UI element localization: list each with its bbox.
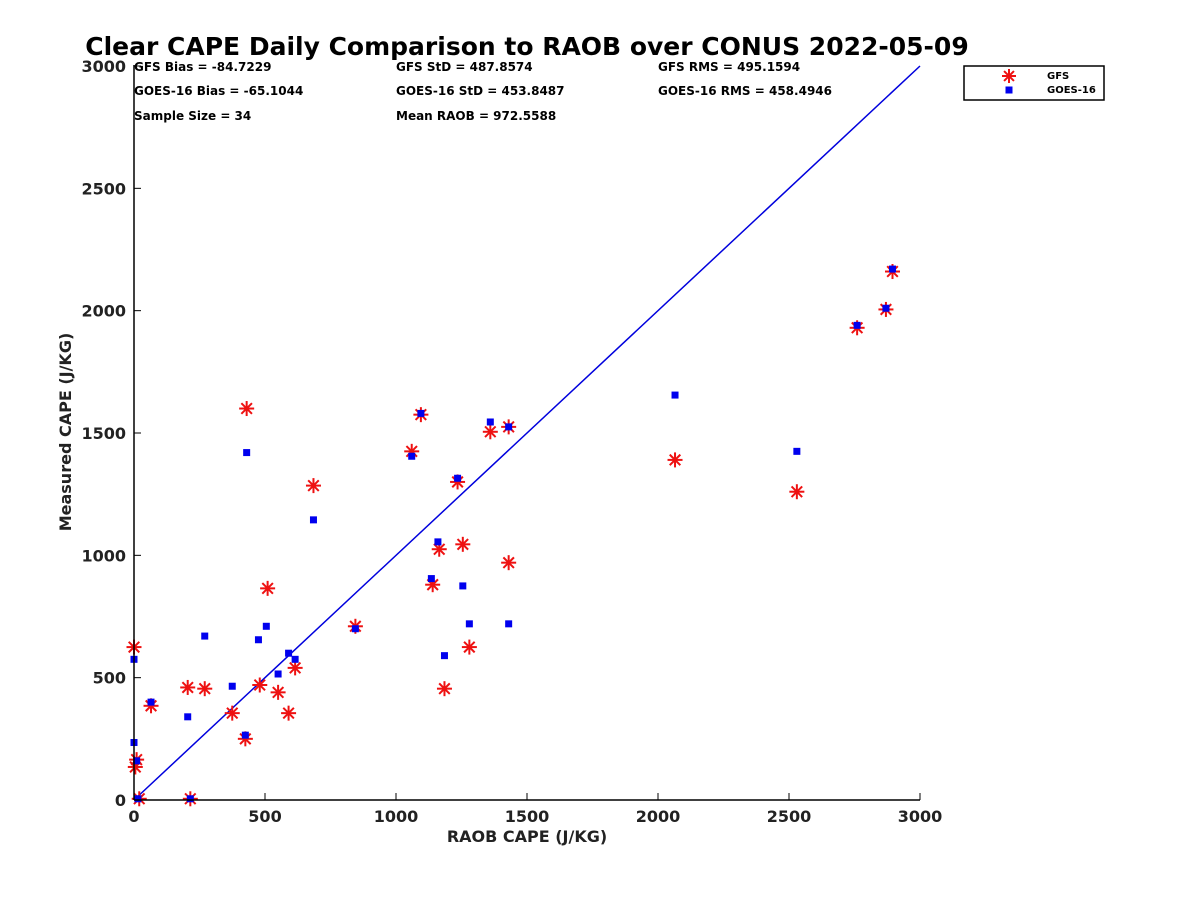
gfs-point xyxy=(461,639,477,655)
x-axis-ticks: 0 500 1000 1500 2000 2500 3000 xyxy=(128,793,942,826)
goes16-point xyxy=(309,516,317,524)
stat-text: Mean RAOB = 972.5588 xyxy=(396,109,556,123)
goes16-point xyxy=(351,625,359,633)
goes16-point xyxy=(505,423,513,431)
goes16-point xyxy=(459,582,467,590)
goes16-point xyxy=(133,757,141,765)
x-tick-label: 3000 xyxy=(898,807,943,826)
goes16-point xyxy=(440,652,448,660)
goes16-point xyxy=(285,649,293,657)
goes16-point xyxy=(201,632,209,640)
gfs-point xyxy=(305,478,321,494)
x-tick-label: 1500 xyxy=(505,807,550,826)
goes16-point xyxy=(243,449,251,457)
goes16-point xyxy=(186,795,194,803)
plot-area xyxy=(126,65,921,807)
legend-label: GFS xyxy=(1047,71,1069,82)
gfs-point xyxy=(501,555,517,571)
gfs-point xyxy=(482,424,498,440)
series-gfs xyxy=(126,264,900,807)
stat-text: GFS RMS = 495.1594 xyxy=(658,60,800,74)
gfs-point xyxy=(287,660,303,676)
gfs-point xyxy=(436,681,452,697)
x-tick-label: 500 xyxy=(248,807,281,826)
gfs-point xyxy=(455,536,471,552)
gfs-point xyxy=(180,679,196,695)
goes16-point xyxy=(262,622,270,630)
legend-box xyxy=(963,65,1105,101)
x-tick-label: 2000 xyxy=(636,807,681,826)
gfs-point xyxy=(237,731,253,747)
y-tick-label: 1000 xyxy=(81,546,126,565)
legend-gfs-marker xyxy=(1002,69,1016,83)
goes16-point xyxy=(274,670,282,678)
goes16-point xyxy=(427,575,435,583)
goes16-point xyxy=(793,447,801,455)
legend-goes16-marker xyxy=(1005,86,1013,94)
goes16-point xyxy=(417,409,425,417)
goes16-point xyxy=(671,391,679,399)
one-to-one-line xyxy=(133,65,921,801)
gfs-point xyxy=(260,580,276,596)
goes16-point xyxy=(465,620,473,628)
y-axis-label: Measured CAPE (J/KG) xyxy=(56,333,75,532)
series-goes-16 xyxy=(130,265,896,803)
stat-text: Sample Size = 34 xyxy=(134,109,251,123)
x-tick-label: 2500 xyxy=(767,807,812,826)
gfs-point xyxy=(667,452,683,468)
goes16-point xyxy=(888,265,896,273)
y-tick-label: 1500 xyxy=(81,424,126,443)
gfs-point xyxy=(281,705,297,721)
gfs-point xyxy=(450,474,466,490)
y-tick-label: 2500 xyxy=(81,179,126,198)
goes16-point xyxy=(184,713,192,721)
goes16-point xyxy=(134,795,142,803)
goes16-point xyxy=(454,474,462,482)
y-tick-label: 3000 xyxy=(81,57,126,76)
gfs-point xyxy=(789,484,805,500)
statistics-block: GFS Bias = -84.7229 GFS StD = 487.8574 GFS… xyxy=(134,60,832,123)
chart-title: Clear CAPE Daily Comparison to RAOB over… xyxy=(85,32,968,61)
y-tick-label: 500 xyxy=(93,669,126,688)
goes16-point xyxy=(241,731,249,739)
goes16-point xyxy=(291,655,299,663)
gfs-point xyxy=(270,684,286,700)
goes16-point xyxy=(882,304,890,312)
stat-text: GFS Bias = -84.7229 xyxy=(134,60,271,74)
gfs-point xyxy=(224,705,240,721)
stat-text: GFS StD = 487.8574 xyxy=(396,60,533,74)
y-tick-label: 2000 xyxy=(81,302,126,321)
goes16-point xyxy=(434,538,442,546)
x-tick-label: 1000 xyxy=(374,807,419,826)
stat-text: GOES-16 Bias = -65.1044 xyxy=(134,84,303,98)
y-axis-ticks: 0 500 1000 1500 2000 2500 3000 xyxy=(81,57,141,810)
gfs-point xyxy=(197,681,213,697)
y-tick-label: 0 xyxy=(115,791,126,810)
goes16-point xyxy=(505,620,513,628)
x-tick-label: 0 xyxy=(128,807,139,826)
goes16-point xyxy=(228,682,236,690)
stat-text: GOES-16 StD = 453.8487 xyxy=(396,84,565,98)
x-axis-label: RAOB CAPE (J/KG) xyxy=(447,827,607,846)
legend: GFS GOES-16 xyxy=(963,65,1105,101)
goes16-point xyxy=(853,321,861,329)
goes16-point xyxy=(254,636,262,644)
goes16-point xyxy=(408,452,416,460)
goes16-point xyxy=(486,418,494,426)
goes16-point xyxy=(147,698,155,706)
gfs-point xyxy=(252,677,268,693)
stat-text: GOES-16 RMS = 458.4946 xyxy=(658,84,832,98)
legend-label: GOES-16 xyxy=(1047,85,1096,96)
gfs-point xyxy=(239,401,255,417)
